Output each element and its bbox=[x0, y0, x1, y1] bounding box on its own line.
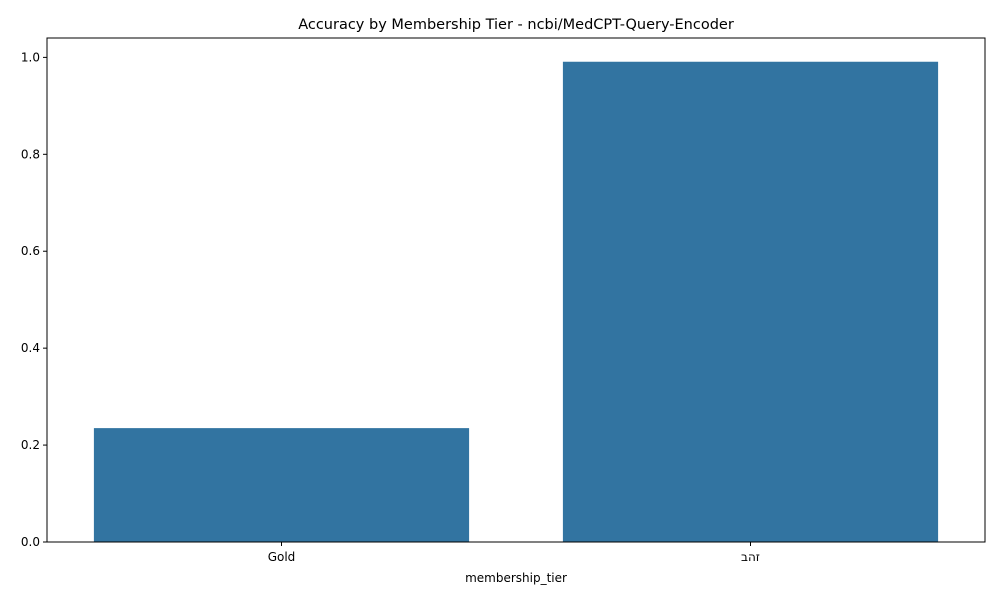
y-tick-label-4: 0.8 bbox=[21, 147, 40, 161]
x-axis: Gold זהב bbox=[268, 542, 760, 564]
y-tick-label-0: 0.0 bbox=[21, 535, 40, 549]
x-axis-label: membership_tier bbox=[465, 571, 567, 585]
y-tick-label-1: 0.2 bbox=[21, 438, 40, 452]
x-tick-label-0: Gold bbox=[268, 550, 296, 564]
x-tick-label-1: זהב bbox=[741, 550, 760, 564]
y-tick-label-3: 0.6 bbox=[21, 244, 40, 258]
bar-0 bbox=[93, 428, 470, 542]
chart-title: Accuracy by Membership Tier - ncbi/MedCP… bbox=[298, 17, 734, 33]
bar-1 bbox=[562, 61, 939, 542]
y-tick-label-2: 0.4 bbox=[21, 341, 40, 355]
bars-group bbox=[93, 61, 939, 542]
plot-frame bbox=[46, 37, 986, 543]
y-axis: 0.0 0.2 0.4 0.6 0.8 1.0 bbox=[21, 50, 47, 549]
y-tick-label-5: 1.0 bbox=[21, 50, 40, 64]
